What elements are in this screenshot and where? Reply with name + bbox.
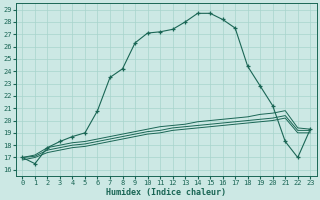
X-axis label: Humidex (Indice chaleur): Humidex (Indice chaleur)	[106, 188, 226, 197]
